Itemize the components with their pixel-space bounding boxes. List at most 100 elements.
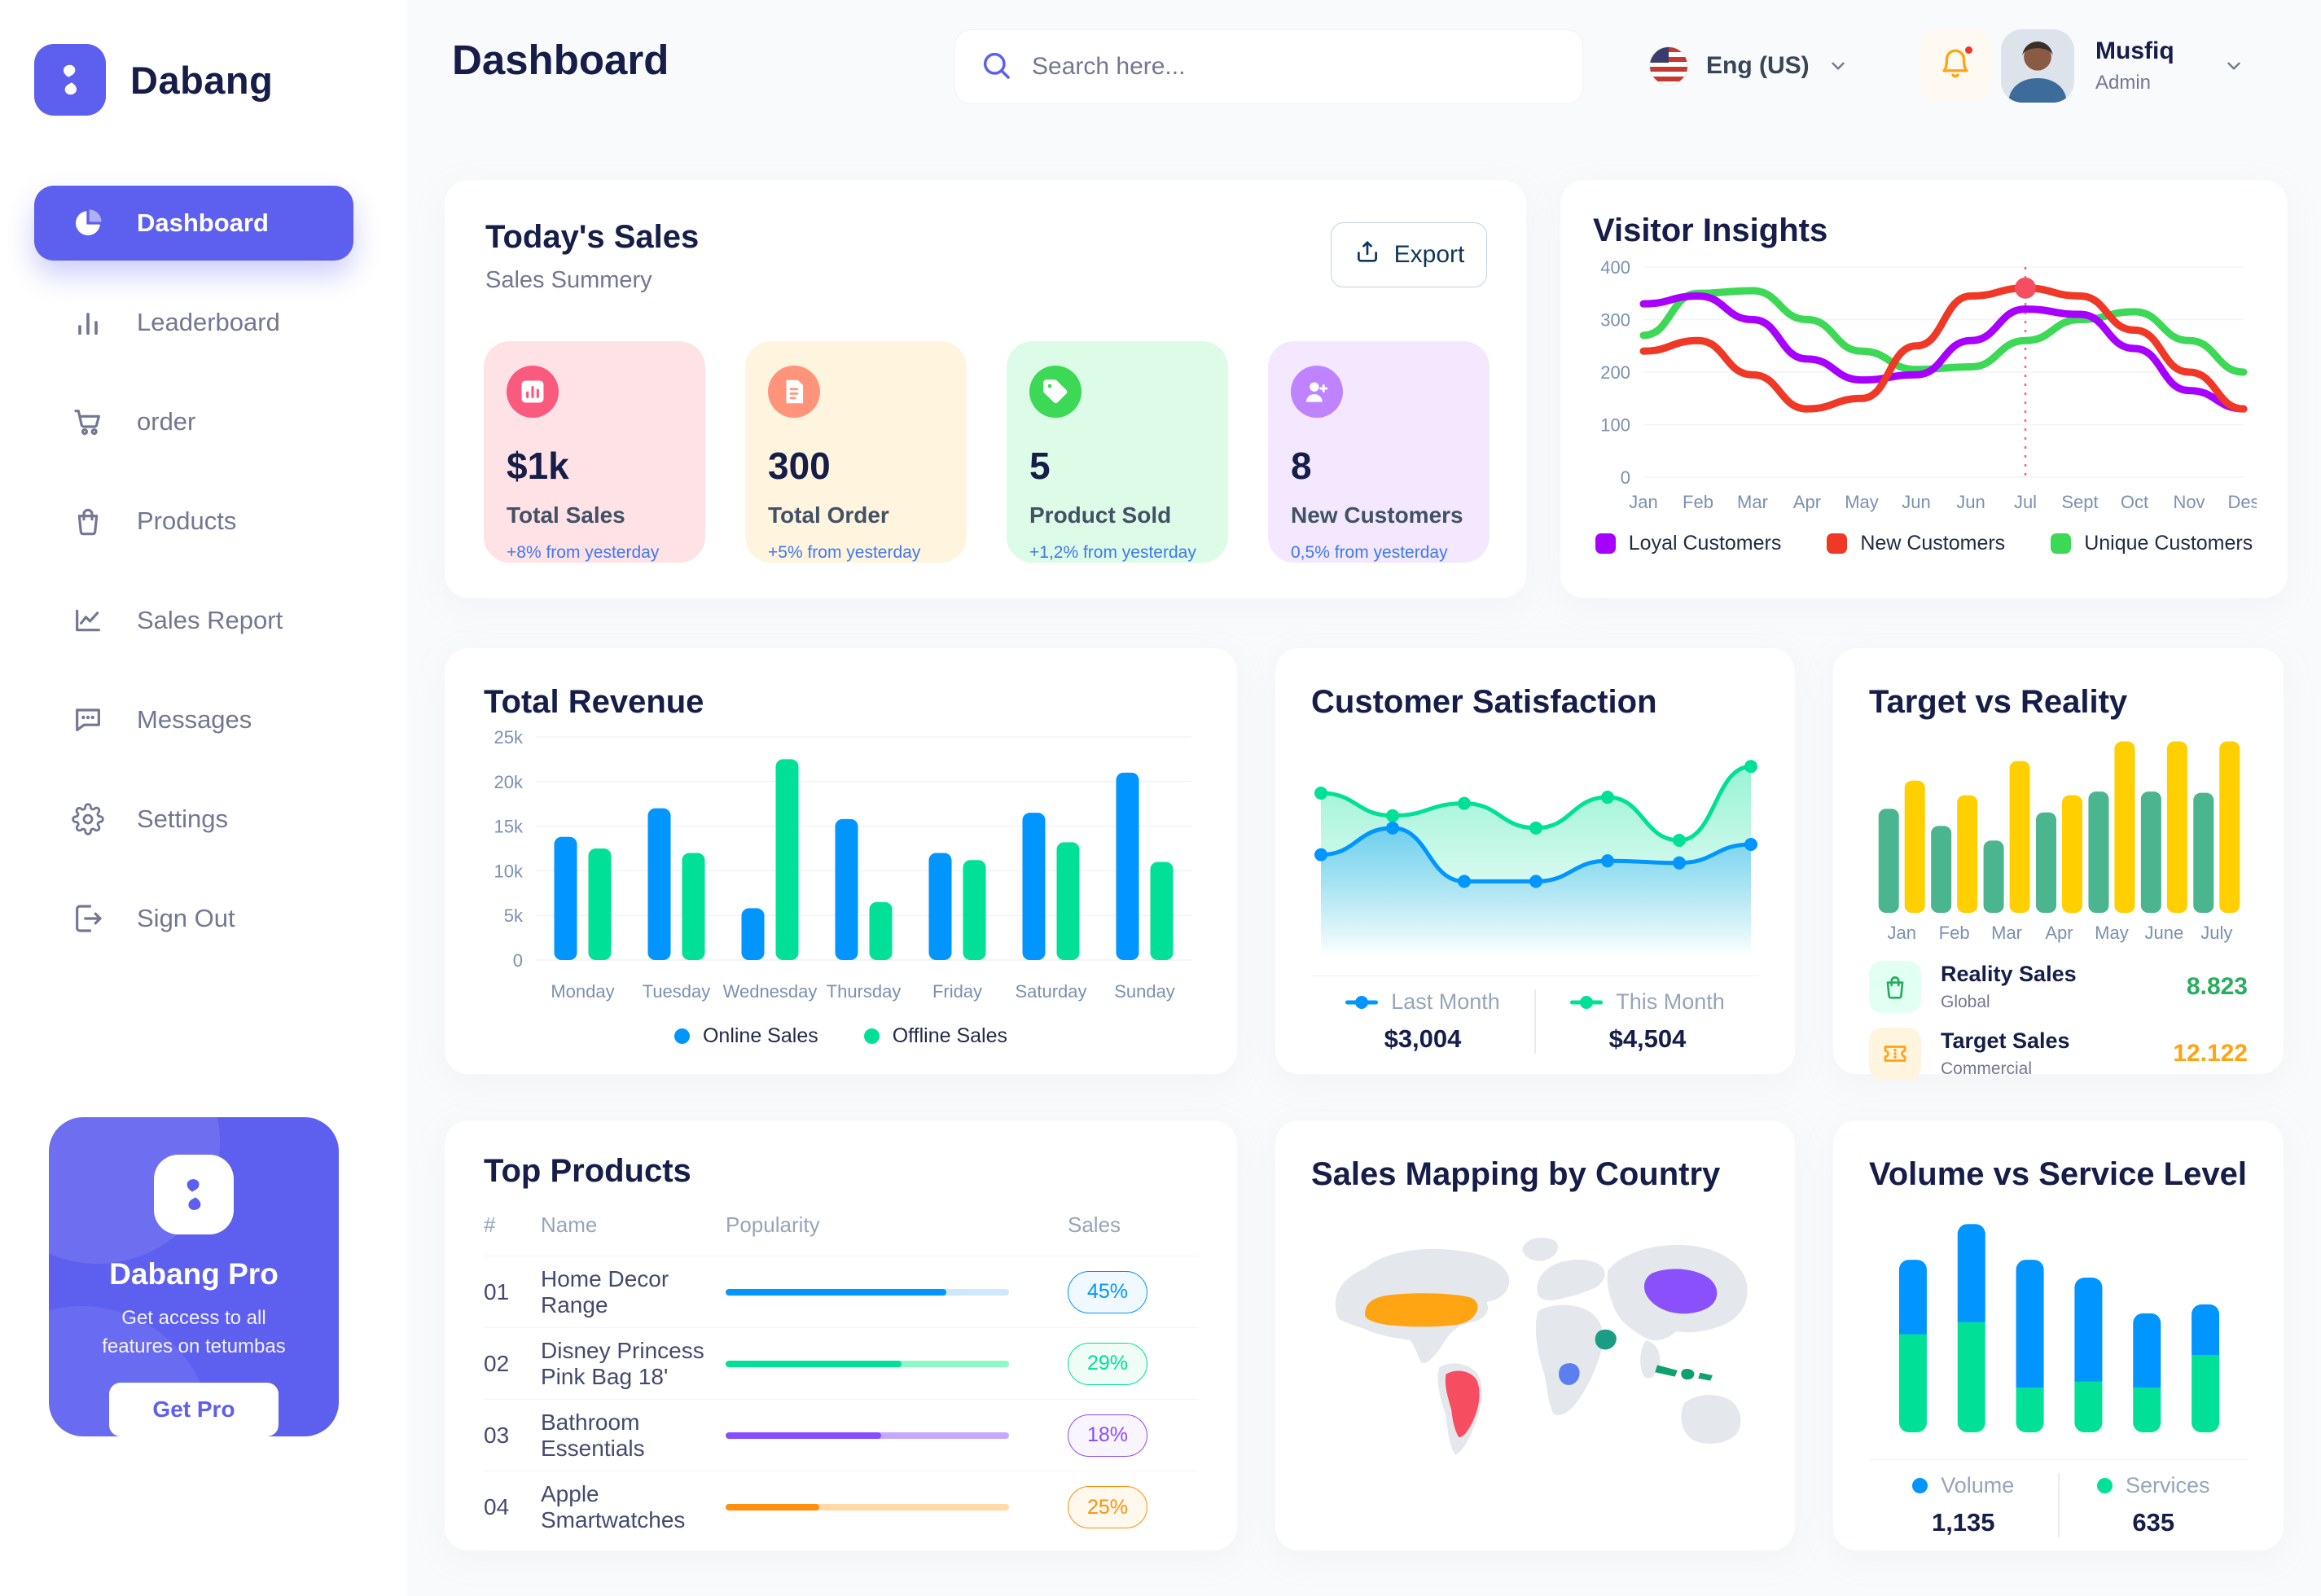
svg-text:Apr: Apr bbox=[2045, 923, 2073, 943]
sidebar-item-label: Leaderboard bbox=[137, 308, 280, 336]
total-revenue-legend: Online Sales Offline Sales bbox=[484, 1024, 1198, 1048]
sidebar-item-messages[interactable]: Messages bbox=[34, 682, 353, 757]
search-icon bbox=[980, 49, 1012, 86]
customer-satisfaction-chart bbox=[1311, 726, 1759, 962]
user-name: Musfiq bbox=[2095, 37, 2174, 64]
volume-service-legend: Volume 1,135 Services 635 bbox=[1869, 1473, 2248, 1537]
stat-delta: +8% from yesterday bbox=[507, 543, 660, 562]
sidebar-item-label: order bbox=[137, 407, 196, 436]
chevron-down-icon bbox=[2223, 55, 2244, 77]
avatar bbox=[2001, 29, 2074, 103]
product-name: Bathroom Essentials bbox=[541, 1409, 645, 1461]
app-name: Dabang bbox=[130, 58, 274, 102]
sidebar-item-label: Dashboard bbox=[137, 208, 269, 237]
target-vs-reality-title: Target vs Reality bbox=[1869, 684, 2128, 720]
sidebar-item-label: Sign Out bbox=[137, 904, 235, 932]
notifications-button[interactable] bbox=[1920, 29, 1991, 101]
sales-badge: 45% bbox=[1068, 1270, 1147, 1313]
legend-item: Services 635 bbox=[2060, 1473, 2249, 1537]
search-input[interactable] bbox=[1032, 53, 1558, 81]
customer-satisfaction-title: Customer Satisfaction bbox=[1311, 684, 1657, 720]
svg-text:Wednesday: Wednesday bbox=[723, 981, 818, 1002]
svg-text:Monday: Monday bbox=[551, 981, 614, 1002]
stat-card-total-order: 300 Total Order +5% from yesterday bbox=[745, 341, 967, 563]
user-menu[interactable]: Musfiq Admin bbox=[2001, 29, 2244, 103]
get-pro-button[interactable]: Get Pro bbox=[109, 1382, 279, 1436]
sidebar-item-settings[interactable]: Settings bbox=[34, 782, 353, 857]
language-selector[interactable]: Eng (US) bbox=[1649, 39, 1849, 93]
stat-tag-icon bbox=[1029, 366, 1082, 418]
svg-text:June: June bbox=[2144, 923, 2183, 943]
table-row[interactable]: 02 Disney Princess Pink Bag 18' 29% bbox=[484, 1328, 1198, 1400]
stat-delta: +1,2% from yesterday bbox=[1029, 543, 1196, 562]
svg-text:Sunday: Sunday bbox=[1114, 981, 1175, 1002]
world-map bbox=[1311, 1198, 1759, 1505]
sidebar-item-sales-report[interactable]: Sales Report bbox=[34, 583, 353, 658]
table-row[interactable]: 01 Home Decor Range 45% bbox=[484, 1256, 1198, 1328]
volume-service-title: Volume vs Service Level bbox=[1869, 1156, 2247, 1192]
visitor-insights-chart: 0 100 200 300 400 Jan Feb Mar Apr May Jun Jun Jul Sep… bbox=[1593, 254, 2259, 524]
language-label: Eng (US) bbox=[1706, 52, 1810, 79]
volume-service-card: Volume vs Service Level Volume 1,135 Servi… bbox=[1832, 1120, 2284, 1551]
cart-icon bbox=[72, 406, 104, 438]
legend-item: Offline Sales bbox=[863, 1024, 1007, 1048]
sales-mapping-card: Sales Mapping by Country bbox=[1275, 1120, 1796, 1551]
app-logo-icon bbox=[34, 44, 106, 116]
popularity-bar bbox=[726, 1504, 1009, 1510]
popularity-bar bbox=[726, 1288, 1009, 1296]
export-icon bbox=[1354, 238, 1381, 272]
sidebar-item-dashboard[interactable]: Dashboard bbox=[34, 186, 353, 261]
stat-user-icon bbox=[1291, 366, 1343, 418]
svg-text:Feb: Feb bbox=[1939, 923, 1970, 943]
total-revenue-title: Total Revenue bbox=[484, 684, 704, 720]
svg-text:0: 0 bbox=[1621, 467, 1630, 488]
stat-label: Total Sales bbox=[507, 502, 625, 528]
sidebar-item-products[interactable]: Products bbox=[34, 484, 353, 559]
page-title: Dashboard bbox=[452, 37, 669, 83]
svg-text:Friday: Friday bbox=[932, 981, 982, 1002]
sidebar: Dabang Dashboard Leaderboard order Products… bbox=[0, 0, 407, 1596]
sidebar-item-label: Messages bbox=[137, 705, 252, 734]
col-sales: Sales bbox=[1068, 1212, 1121, 1237]
legend-item: Target Sales Commercial 12.122 bbox=[1869, 1028, 2248, 1080]
us-flag-icon bbox=[1649, 46, 1688, 86]
product-num: 03 bbox=[484, 1422, 510, 1448]
sales-badge: 18% bbox=[1068, 1414, 1147, 1457]
export-button[interactable]: Export bbox=[1331, 222, 1487, 287]
stat-value: 300 bbox=[768, 445, 831, 487]
stat-chart-icon bbox=[507, 366, 559, 418]
svg-text:Saturday: Saturday bbox=[1015, 981, 1086, 1002]
table-row[interactable]: 03 Bathroom Essentials 18% bbox=[484, 1400, 1198, 1471]
target-vs-reality-legend: Reality Sales Global 8.823 Target Sales Comm… bbox=[1869, 961, 2248, 1080]
target-vs-reality-card: Target vs Reality Jan Feb Mar Apr May June Jul… bbox=[1832, 647, 2284, 1080]
svg-text:Mar: Mar bbox=[1737, 492, 1768, 512]
stat-value: 8 bbox=[1291, 445, 1312, 487]
svg-text:200: 200 bbox=[1600, 362, 1630, 383]
product-name: Disney Princess Pink Bag 18' bbox=[541, 1337, 704, 1389]
table-row[interactable]: 04 Apple Smartwatches 25% bbox=[484, 1471, 1198, 1543]
svg-text:Jun: Jun bbox=[1902, 492, 1930, 512]
svg-text:0: 0 bbox=[513, 950, 523, 971]
country-united-states bbox=[1365, 1293, 1478, 1327]
product-name: Home Decor Range bbox=[541, 1265, 669, 1318]
svg-text:25k: 25k bbox=[494, 727, 524, 748]
sidebar-item-order[interactable]: order bbox=[34, 384, 353, 459]
stat-card-product-sold: 5 Product Sold +1,2% from yesterday bbox=[1007, 341, 1228, 563]
sidebar-item-sign-out[interactable]: Sign Out bbox=[34, 881, 353, 956]
svg-text:Des: Des bbox=[2227, 492, 2257, 512]
sidebar-nav: Dashboard Leaderboard order Products Sales R… bbox=[34, 186, 353, 956]
target-vs-reality-chart: Jan Feb Mar Apr May June July bbox=[1869, 726, 2248, 951]
legend-item: Reality Sales Global 8.823 bbox=[1869, 961, 2248, 1013]
top-products-card: Top Products # Name Popularity Sales 01 H… bbox=[444, 1120, 1238, 1551]
pie-chart-icon bbox=[72, 207, 104, 239]
bell-icon bbox=[1938, 46, 1972, 85]
svg-text:Jan: Jan bbox=[1629, 492, 1657, 512]
stat-delta: 0,5% from yesterday bbox=[1291, 543, 1448, 562]
country-brazil bbox=[1445, 1370, 1480, 1437]
svg-text:20k: 20k bbox=[494, 772, 524, 792]
legend-item: Loyal Customers bbox=[1595, 532, 1781, 555]
sales-mapping-title: Sales Mapping by Country bbox=[1311, 1156, 1721, 1192]
search-bar bbox=[954, 29, 1583, 104]
sidebar-item-leaderboard[interactable]: Leaderboard bbox=[34, 285, 353, 360]
user-role: Admin bbox=[2095, 72, 2152, 94]
